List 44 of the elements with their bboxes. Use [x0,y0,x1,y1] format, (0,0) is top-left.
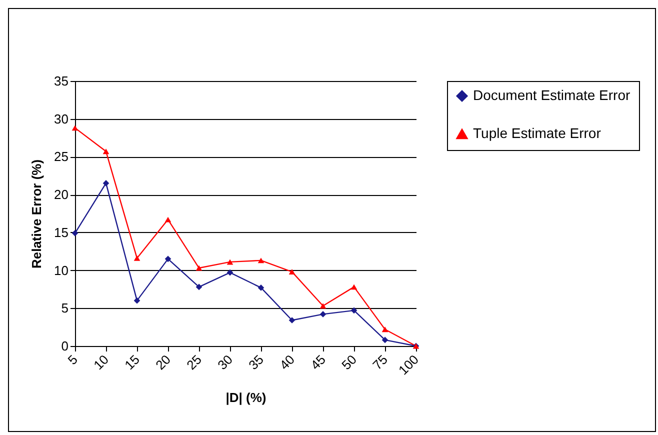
point [164,256,172,262]
x-tick-label: 50 [338,352,360,373]
point [134,255,140,261]
legend-label: Tuple Estimate Error [473,125,602,141]
y-tick-label: 35 [54,74,68,88]
y-tick-label: 15 [54,224,68,240]
point [102,180,110,186]
y-tick-label: 10 [54,262,68,278]
point [102,148,110,154]
x-tick-label: 20 [152,352,174,373]
y-axis-title: Relative Error (%) [29,159,44,269]
y-tick-label: 20 [54,187,68,202]
x-tick-label: 75 [370,352,390,373]
x-axis-title: |D| (%) [226,390,266,405]
point [196,265,202,271]
y-tick-label: 25 [54,149,68,164]
point [350,284,358,290]
point [226,259,234,265]
point [258,284,264,291]
point [320,303,326,309]
x-tick-label: 40 [276,352,298,373]
point [164,216,172,222]
point [134,297,140,304]
point [350,307,358,314]
x-tick-label: 35 [246,352,266,373]
y-tick-label: 0 [61,338,68,354]
x-tick-label: 25 [184,352,204,373]
point [196,284,202,290]
y-tick-label: 30 [54,111,68,126]
y-tick-label: 5 [61,300,68,316]
point [226,269,234,276]
x-tick-label: 15 [122,352,142,373]
x-tick-label: 100 [395,352,422,378]
x-tick-label: 30 [214,352,236,373]
legend-label: Document Estimate Error [473,87,630,103]
point [288,317,296,324]
point [72,125,78,131]
x-tick-label: 45 [308,352,328,373]
point [320,311,326,318]
point [382,336,388,344]
point [382,326,388,332]
point [258,258,264,264]
x-tick-label: 10 [90,352,112,373]
point [288,269,296,275]
